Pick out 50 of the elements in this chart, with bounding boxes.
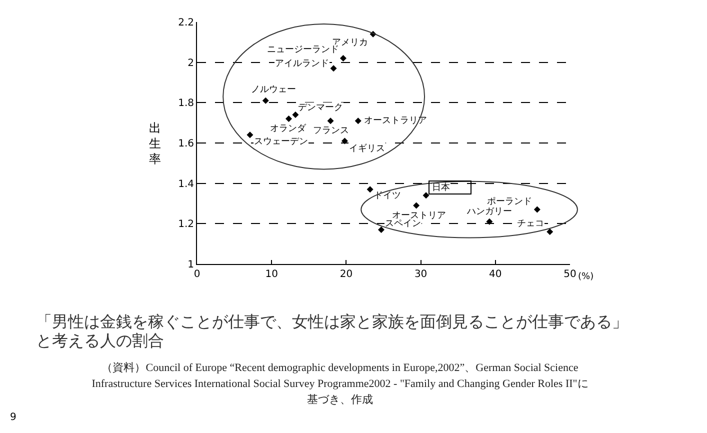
- y-tick-label: 1.6: [178, 138, 194, 150]
- annotation: デンマーク: [298, 103, 343, 113]
- x-tick-label: 40: [489, 269, 502, 280]
- text: （資料）Council of Europe “Recent demographic developments in Europe,2002”、German Social Science Infrastructure Services International Social Survey Programme2002 - "Family and Changing Gender Roles II"に基づき、作成: [90, 361, 590, 408]
- point: [366, 186, 374, 193]
- y-tick-label: 1.4: [178, 178, 194, 190]
- annotation: 日本: [432, 182, 450, 193]
- point: [486, 218, 493, 225]
- y-axis-title: 出生率: [149, 121, 161, 166]
- point: [546, 228, 554, 235]
- point: [413, 202, 420, 209]
- annotation: ドイツ: [374, 191, 401, 201]
- point: [378, 226, 385, 233]
- x-tick-label: 30: [414, 269, 428, 280]
- x-tick-label: 0: [194, 269, 200, 280]
- point: [246, 132, 254, 138]
- point: [292, 112, 299, 118]
- point: [286, 116, 292, 122]
- point: [340, 55, 346, 62]
- point: [330, 65, 337, 72]
- annotation: フランス: [313, 126, 349, 136]
- text: 9: [10, 412, 16, 423]
- annotation: ポーランド: [487, 197, 532, 207]
- x-axis-title: (%): [578, 272, 594, 282]
- annotation: スウェーデン: [254, 137, 308, 147]
- x-tick-label: 20: [340, 269, 353, 280]
- point: [422, 192, 430, 199]
- point: [534, 206, 540, 213]
- x-tick-label: 10: [265, 269, 278, 280]
- text: 「男性は金銭を稼ぐことが仕事で、女性は家と家族を面倒見ることが仕事である」と考える人の割合: [36, 312, 636, 350]
- annotation: オランダ: [270, 123, 307, 134]
- point: [341, 138, 348, 144]
- annotation: ニュージーランド: [267, 45, 339, 55]
- x-tick-label: 50: [564, 269, 576, 280]
- annotation: ノルウェー: [251, 85, 296, 95]
- annotation: ハンガリー: [466, 207, 512, 217]
- point: [327, 118, 334, 124]
- annotation: スペイン: [385, 219, 421, 229]
- annotation: チェコ: [517, 219, 544, 229]
- point: [262, 97, 269, 104]
- y-tick-label: 1: [188, 260, 194, 270]
- y-tick-label: 2: [188, 58, 194, 69]
- y-tick-label: 2.2: [178, 18, 194, 28]
- y-tick-label: 1.8: [178, 98, 194, 110]
- annotation: イギリス: [349, 143, 385, 154]
- y-tick-label: 1.2: [178, 219, 194, 230]
- annotation: オーストラリア: [364, 116, 427, 126]
- point: [354, 118, 362, 124]
- annotation: アイルランド: [275, 59, 329, 69]
- annotation: オーストリア: [392, 211, 446, 221]
